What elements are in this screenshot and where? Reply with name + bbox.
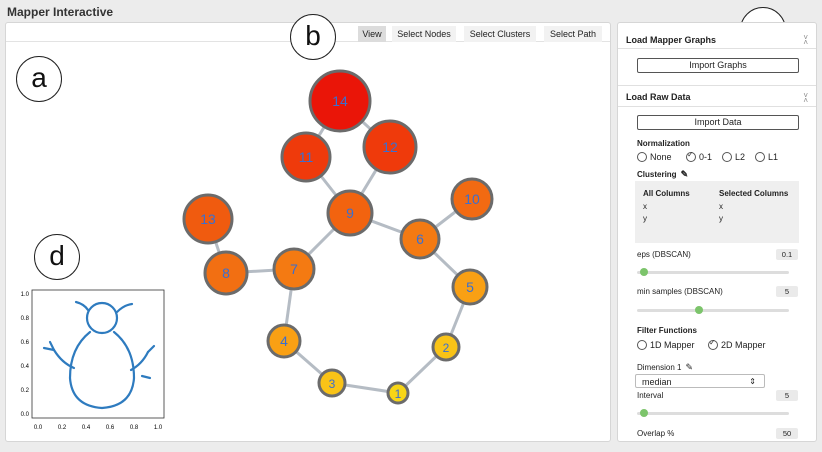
overlap-value: 50 (776, 428, 798, 439)
normalization-0-1-radio[interactable]: 0-1 (686, 150, 712, 162)
interval-slider[interactable] (637, 409, 789, 417)
x-tick-label: 0.0 (34, 425, 43, 431)
snowman-points (42, 300, 156, 410)
selected-column-item[interactable]: x (719, 202, 723, 211)
interval-value: 5 (776, 390, 798, 401)
graph-node-label: 14 (332, 93, 348, 109)
graph-node-10[interactable]: 10 (450, 177, 494, 221)
graph-node-4[interactable]: 4 (266, 323, 302, 359)
min-samples-slider[interactable] (637, 306, 789, 314)
dimension-select[interactable]: median ⇕ (635, 374, 765, 388)
x-tick-label: 1.0 (154, 425, 163, 431)
normalization-l2-radio[interactable]: L2 (722, 152, 745, 162)
graph-node-14[interactable]: 14 (308, 69, 372, 133)
graph-node-label: 12 (382, 139, 398, 155)
select-path-button[interactable]: Select Path (544, 26, 602, 42)
x-tick-label: 0.6 (106, 425, 115, 431)
view-button[interactable]: View (358, 26, 386, 42)
graph-node-label: 8 (222, 265, 230, 281)
annotation-d: d (34, 234, 80, 280)
y-tick-label: 0.0 (21, 412, 30, 418)
app-title: Mapper Interactive (7, 5, 114, 19)
column-item[interactable]: x (643, 202, 647, 211)
graph-node-label: 11 (299, 149, 314, 165)
min-samples-label: min samples (DBSCAN) (637, 287, 723, 296)
y-tick-label: 0.6 (21, 340, 30, 346)
selected-column-item[interactable]: y (719, 214, 723, 223)
pencil-icon[interactable]: ✎ (685, 362, 694, 372)
y-tick-label: 0.8 (21, 316, 30, 322)
y-tick-label: 1.0 (21, 292, 30, 298)
collapse-icon[interactable]: ˅ ˄ (803, 91, 808, 105)
graph-node-label: 9 (346, 205, 354, 221)
2d-mapper-radio[interactable]: 2D Mapper (708, 338, 766, 350)
annotation-b: b (290, 14, 336, 60)
min-samples-value: 5 (776, 286, 798, 297)
scatter-x-ticks: 0.0 0.2 0.4 0.6 0.8 1.0 (34, 425, 163, 431)
y-tick-label: 0.4 (21, 364, 30, 370)
graph-node-6[interactable]: 6 (399, 218, 441, 260)
clustering-label: Clustering ✎ (637, 169, 689, 179)
graph-node-label: 13 (200, 211, 216, 227)
column-item[interactable]: y (643, 214, 647, 223)
chevron-updown-icon: ⇕ (749, 377, 756, 386)
slider-knob[interactable] (639, 268, 648, 276)
pencil-icon[interactable]: ✎ (680, 169, 689, 179)
graph-node-13[interactable]: 13 (182, 193, 234, 245)
x-tick-label: 0.8 (130, 425, 139, 431)
x-tick-label: 0.4 (82, 425, 91, 431)
collapse-icon[interactable]: ˅ ˄ (803, 33, 808, 47)
graph-node-5[interactable]: 5 (451, 268, 489, 306)
load-raw-data-header: Load Raw Data (626, 92, 691, 102)
graph-node-8[interactable]: 8 (203, 250, 249, 296)
eps-value: 0.1 (776, 249, 798, 260)
graph-node-7[interactable]: 7 (272, 247, 316, 291)
annotation-a: a (16, 56, 62, 102)
eps-label: eps (DBSCAN) (637, 250, 691, 259)
select-nodes-button[interactable]: Select Nodes (392, 26, 456, 42)
eps-slider[interactable] (637, 268, 789, 276)
1d-mapper-radio[interactable]: 1D Mapper (637, 340, 695, 350)
graph-node-label: 6 (416, 231, 424, 247)
graph-node-12[interactable]: 12 (362, 119, 418, 175)
slider-knob[interactable] (639, 409, 648, 417)
selected-columns-header: Selected Columns (719, 189, 789, 198)
all-columns-header: All Columns (643, 189, 690, 198)
graph-node-9[interactable]: 9 (326, 189, 374, 237)
graph-node-label: 2 (443, 341, 450, 355)
load-graphs-header: Load Mapper Graphs (626, 35, 717, 45)
raw-data-scatter: 0.0 0.2 0.4 0.6 0.8 1.0 0.0 0.2 0.4 0.6 0.8 1.0 (21, 289, 165, 431)
import-graphs-button[interactable]: Import Graphs (637, 58, 799, 73)
import-data-button[interactable]: Import Data (637, 115, 799, 130)
dimension-label: Dimension 1 ✎ (637, 362, 694, 372)
interval-label: Interval (637, 391, 664, 400)
select-clusters-button[interactable]: Select Clusters (464, 26, 536, 42)
clustering-columns: All Columns Selected Columns x y x y (635, 181, 799, 243)
filter-functions-label: Filter Functions (637, 326, 697, 335)
scatter-frame (31, 289, 165, 419)
y-tick-label: 0.2 (21, 388, 30, 394)
normalization-none-radio[interactable]: None (637, 152, 672, 162)
normalization-label: Normalization (637, 139, 690, 148)
graph-node-label: 7 (290, 261, 298, 277)
graph-node-label: 10 (464, 191, 480, 207)
graph-node-3[interactable]: 3 (317, 368, 347, 398)
graph-node-label: 3 (329, 377, 336, 391)
x-tick-label: 0.2 (58, 425, 67, 431)
normalization-l1-radio[interactable]: L1 (755, 152, 778, 162)
graph-node-label: 4 (280, 333, 288, 349)
graph-node-label: 1 (395, 387, 402, 401)
slider-knob[interactable] (694, 306, 703, 314)
graph-node-label: 5 (466, 279, 474, 295)
graph-node-11[interactable]: 11 (280, 131, 332, 183)
overlap-label: Overlap % (637, 429, 675, 438)
scatter-y-ticks: 0.0 0.2 0.4 0.6 0.8 1.0 (21, 292, 30, 418)
control-panel: Load Mapper Graphs ˅ ˄ Import Graphs Load… (617, 22, 817, 442)
graph-node-1[interactable]: 1 (386, 381, 410, 405)
graph-node-2[interactable]: 2 (431, 332, 461, 362)
